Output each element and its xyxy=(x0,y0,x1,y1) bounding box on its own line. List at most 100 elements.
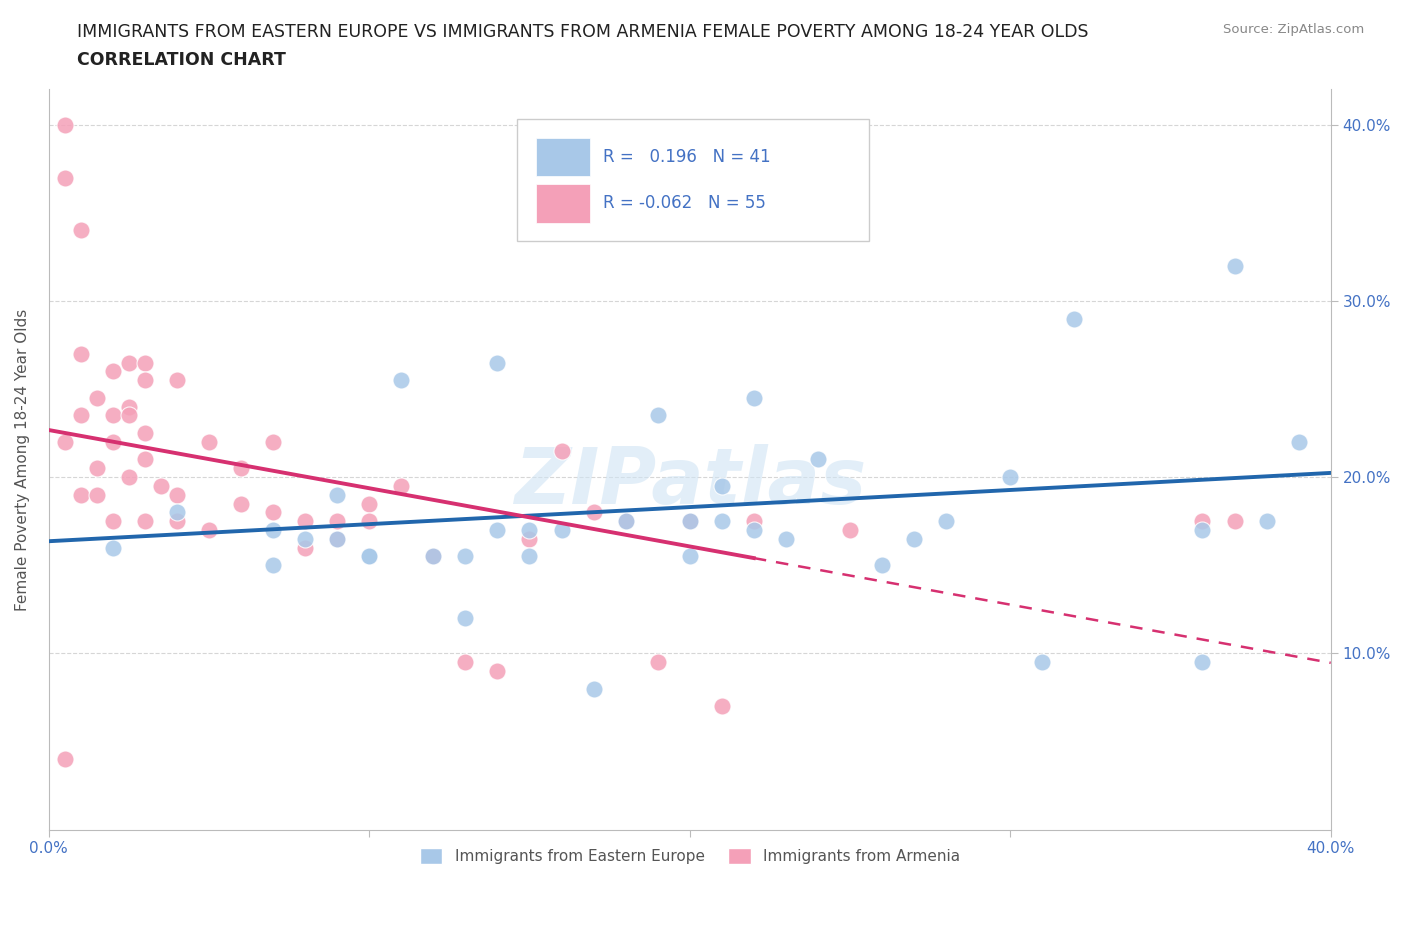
Point xyxy=(229,496,252,511)
Point xyxy=(614,513,637,528)
Point xyxy=(118,470,141,485)
Point xyxy=(454,549,477,564)
FancyBboxPatch shape xyxy=(536,184,589,222)
Point xyxy=(86,391,108,405)
Point xyxy=(166,373,188,388)
Y-axis label: Female Poverty Among 18-24 Year Olds: Female Poverty Among 18-24 Year Olds xyxy=(15,309,30,611)
Point xyxy=(1223,513,1246,528)
Point xyxy=(389,373,412,388)
Point xyxy=(294,540,316,555)
Point xyxy=(101,408,124,423)
Point xyxy=(149,479,172,494)
Point xyxy=(134,452,156,467)
Text: IMMIGRANTS FROM EASTERN EUROPE VS IMMIGRANTS FROM ARMENIA FEMALE POVERTY AMONG 1: IMMIGRANTS FROM EASTERN EUROPE VS IMMIGR… xyxy=(77,23,1088,41)
Point xyxy=(118,399,141,414)
Point xyxy=(69,487,91,502)
Point xyxy=(679,513,702,528)
Point xyxy=(118,408,141,423)
Point xyxy=(359,513,381,528)
Point xyxy=(839,523,862,538)
Point xyxy=(359,549,381,564)
Text: R = -0.062   N = 55: R = -0.062 N = 55 xyxy=(603,194,765,212)
Point xyxy=(422,549,444,564)
Point xyxy=(1063,311,1085,325)
Point xyxy=(550,444,572,458)
Point xyxy=(998,470,1021,485)
Text: ZIPatlas: ZIPatlas xyxy=(513,444,866,520)
Point xyxy=(389,479,412,494)
Point xyxy=(775,531,797,546)
Point xyxy=(679,513,702,528)
Point xyxy=(582,681,605,696)
Point xyxy=(166,487,188,502)
Point xyxy=(1223,259,1246,273)
Point xyxy=(454,655,477,670)
Point xyxy=(742,513,765,528)
Text: CORRELATION CHART: CORRELATION CHART xyxy=(77,51,287,69)
Point xyxy=(935,513,957,528)
Point xyxy=(710,698,733,713)
Point xyxy=(519,549,541,564)
Point xyxy=(1031,655,1053,670)
Point xyxy=(326,531,349,546)
Point xyxy=(519,531,541,546)
Point xyxy=(134,513,156,528)
Point xyxy=(550,523,572,538)
Point xyxy=(742,391,765,405)
Point xyxy=(454,611,477,626)
Point xyxy=(134,426,156,441)
Legend: Immigrants from Eastern Europe, Immigrants from Armenia: Immigrants from Eastern Europe, Immigran… xyxy=(413,842,966,870)
Point xyxy=(807,452,830,467)
Point xyxy=(262,505,284,520)
Point xyxy=(134,355,156,370)
Point xyxy=(1191,655,1213,670)
Point xyxy=(742,523,765,538)
FancyBboxPatch shape xyxy=(516,119,869,241)
Point xyxy=(53,170,76,185)
Point xyxy=(198,523,221,538)
Point xyxy=(359,496,381,511)
Point xyxy=(101,434,124,449)
Point xyxy=(903,531,925,546)
Point xyxy=(134,373,156,388)
Point xyxy=(1256,513,1278,528)
Point xyxy=(422,549,444,564)
Point xyxy=(101,364,124,379)
Text: R =   0.196   N = 41: R = 0.196 N = 41 xyxy=(603,148,770,166)
Point xyxy=(86,461,108,476)
Point xyxy=(86,487,108,502)
Point xyxy=(53,751,76,766)
Point xyxy=(294,513,316,528)
Point xyxy=(262,434,284,449)
Point xyxy=(69,408,91,423)
Point xyxy=(647,655,669,670)
Point xyxy=(710,479,733,494)
Point xyxy=(486,355,509,370)
Point xyxy=(1191,513,1213,528)
Point xyxy=(229,461,252,476)
Point xyxy=(69,223,91,238)
Point xyxy=(486,523,509,538)
Point xyxy=(101,540,124,555)
Point xyxy=(262,558,284,573)
Point xyxy=(582,505,605,520)
Point xyxy=(614,513,637,528)
Point xyxy=(870,558,893,573)
FancyBboxPatch shape xyxy=(536,138,589,176)
Point xyxy=(118,355,141,370)
Point xyxy=(519,523,541,538)
Point xyxy=(53,117,76,132)
Text: Source: ZipAtlas.com: Source: ZipAtlas.com xyxy=(1223,23,1364,36)
Point xyxy=(679,223,702,238)
Point xyxy=(166,513,188,528)
Point xyxy=(53,434,76,449)
Point xyxy=(710,513,733,528)
Point xyxy=(1191,523,1213,538)
Point xyxy=(198,434,221,449)
Point xyxy=(262,523,284,538)
Point xyxy=(359,549,381,564)
Point xyxy=(486,663,509,678)
Point xyxy=(1288,434,1310,449)
Point xyxy=(647,408,669,423)
Point xyxy=(294,531,316,546)
